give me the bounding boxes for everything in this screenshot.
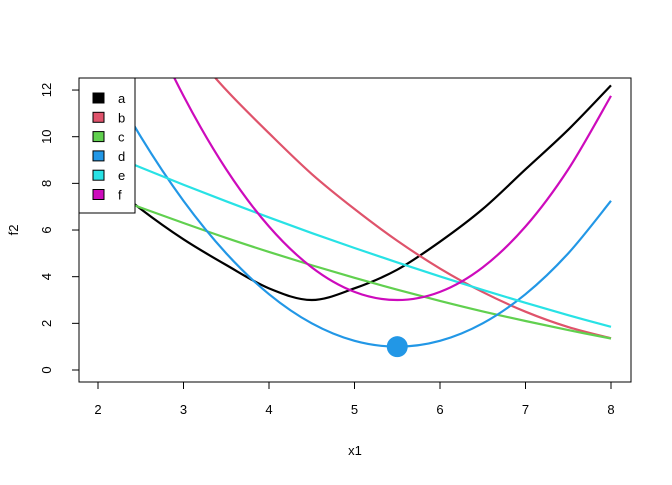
legend-label-c: c [118,130,125,145]
legend-swatch-c [92,131,105,143]
y-tick-label: 8 [39,180,54,187]
y-axis: 0 2 4 6 8 10 12 [39,83,80,374]
series-line-d [106,78,612,348]
y-tick-label: 2 [39,320,54,327]
legend-swatch-a [92,92,105,104]
y-tick-label: 6 [39,226,54,233]
legend-box [78,77,136,214]
x-tick-label: 4 [265,402,272,417]
x-tick-label: 8 [607,402,614,417]
points [386,336,408,358]
x-tick-label: 3 [180,402,187,417]
legend-label-f: f [118,188,122,203]
x-tick-label: 7 [522,402,529,417]
y-axis-label: f2 [6,225,21,236]
series-line-c [97,190,612,340]
series-line-e [97,148,612,328]
legend-label-b: b [118,110,125,125]
x-axis: 2 3 4 5 6 7 8 [94,381,615,417]
plot-frame [78,77,632,383]
legend-label-a: a [118,91,126,106]
series-line-f [173,78,612,302]
x-tick-label: 5 [351,402,358,417]
y-tick-label: 4 [39,273,54,280]
legend-label-e: e [118,168,125,183]
legend-swatch-b [92,111,105,123]
series-line-a [97,84,612,302]
x-tick-label: 2 [94,402,101,417]
series-line-b [213,78,612,340]
y-tick-label: 0 [39,366,54,373]
x-tick-label: 6 [436,402,443,417]
legend-label-d: d [118,149,125,164]
legend-swatch-d [92,150,105,162]
y-tick-label: 10 [39,129,54,143]
legend-swatch-f [92,189,105,200]
series-lines [97,78,612,348]
y-tick-label: 12 [39,83,54,97]
legend-swatch-e [92,169,105,181]
x-axis-label: x1 [348,443,362,458]
highlight-point [386,336,408,358]
